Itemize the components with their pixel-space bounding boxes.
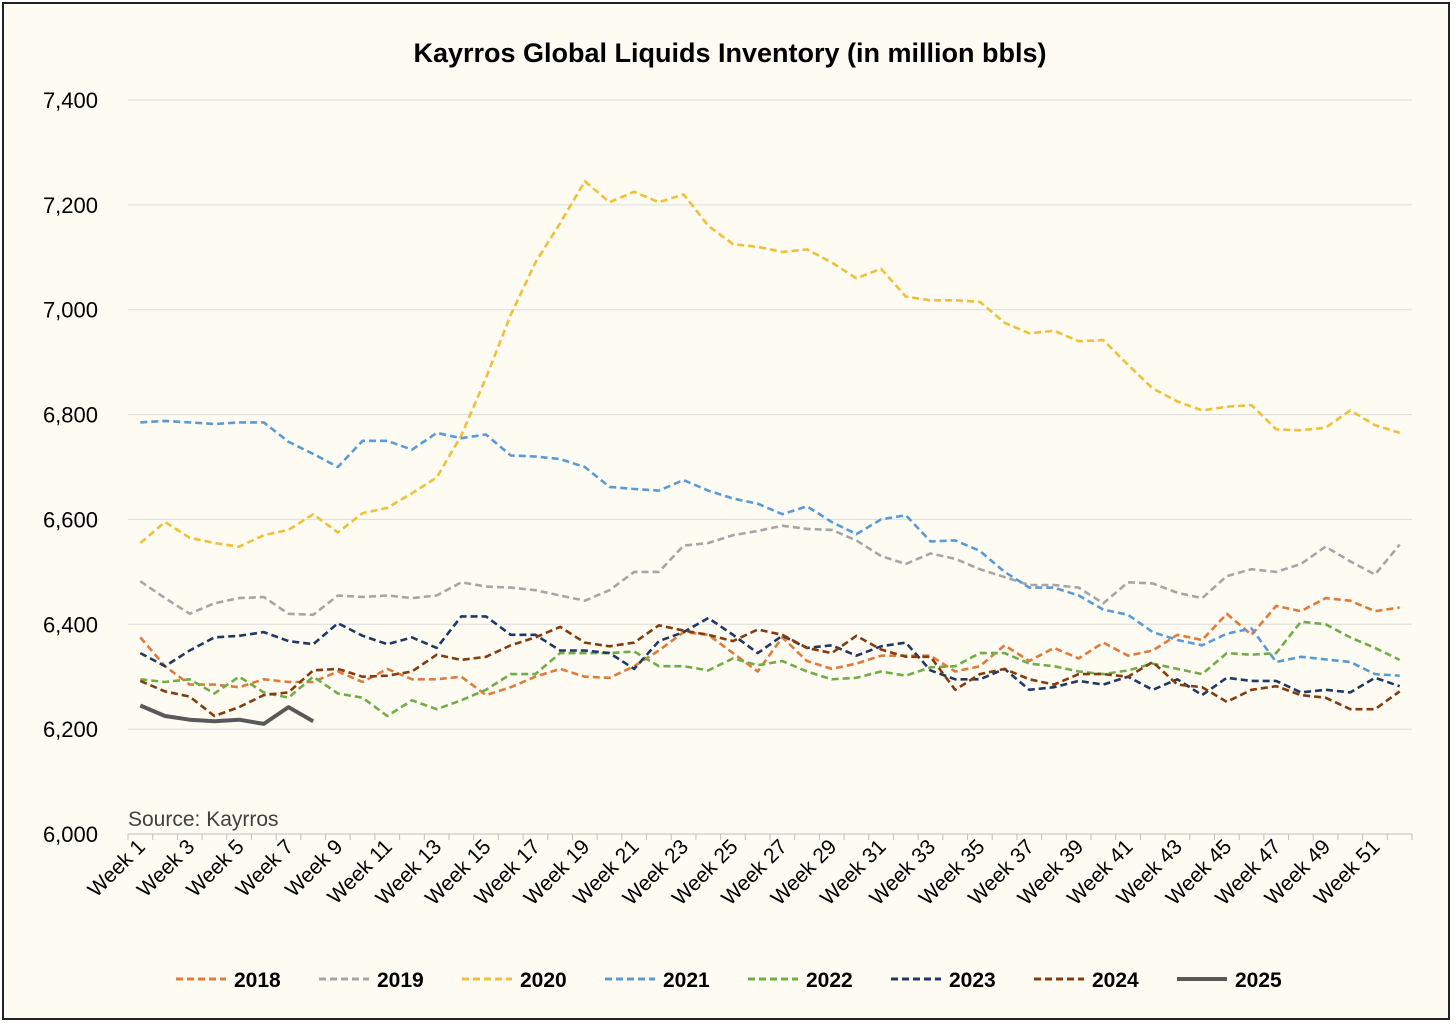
y-tick-label: 6,800 [43, 403, 98, 428]
legend-label-2019: 2019 [377, 969, 424, 992]
series-line-2021 [140, 419, 1400, 677]
legend-label-2018: 2018 [234, 969, 281, 992]
y-tick-label: 7,400 [43, 88, 98, 113]
line-chart: Kayrros Global Liquids Inventory (in mil… [43, 38, 1413, 992]
y-tick-label: 7,000 [43, 298, 98, 323]
y-tick-label: 6,200 [43, 717, 98, 742]
y-axis-ticks: 6,000 6,200 6,400 6,600 6,800 7,000 7,200 7,400 [43, 88, 98, 847]
legend-label-2020: 2020 [520, 969, 567, 992]
series-line-2018 [139, 596, 1400, 697]
series-line-2022 [140, 620, 1401, 718]
legend-label-2022: 2022 [806, 969, 853, 992]
y-tick-label: 6,000 [43, 822, 98, 847]
series-lines [139, 180, 1401, 726]
series-line-2019 [139, 524, 1401, 617]
legend-label-2021: 2021 [663, 969, 710, 992]
legend-label-2024: 2024 [1092, 969, 1139, 992]
y-tick-label: 6,400 [43, 612, 98, 637]
series-line-2025 [139, 703, 315, 726]
legend-label-2025: 2025 [1235, 969, 1282, 992]
gridlines [127, 99, 1413, 840]
series-line-2020 [139, 180, 1401, 549]
legend: 2018 2019 2020 2021 2022 2023 2024 2025 [176, 969, 1282, 992]
y-tick-label: 6,600 [43, 507, 98, 532]
source-note: Source: Kayrros [128, 808, 279, 831]
y-tick-label: 7,200 [43, 193, 98, 218]
series-line-2024 [139, 623, 1401, 718]
series-line-2023 [139, 615, 1401, 697]
chart-title: Kayrros Global Liquids Inventory (in mil… [413, 38, 1046, 68]
legend-label-2023: 2023 [949, 969, 996, 992]
